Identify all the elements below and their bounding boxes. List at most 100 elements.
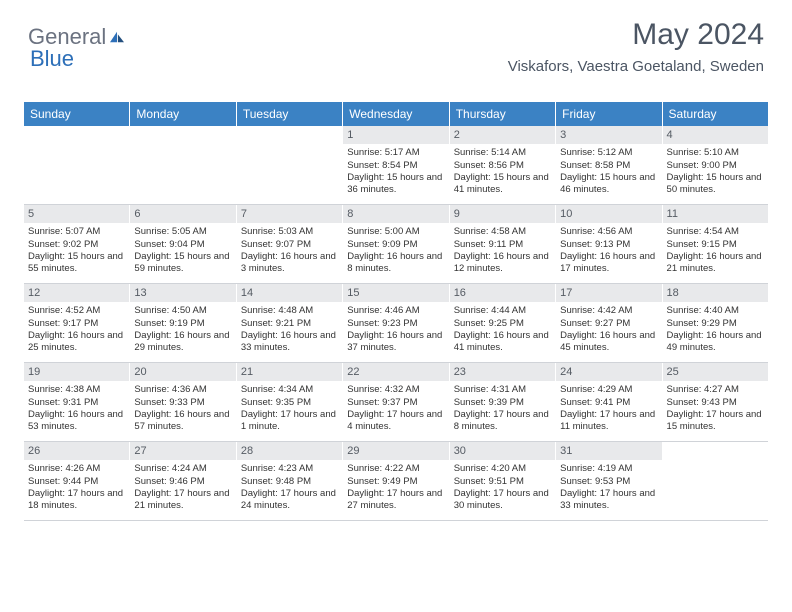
- day-cell: [130, 126, 236, 204]
- day-cell: 11Sunrise: 4:54 AMSunset: 9:15 PMDayligh…: [663, 205, 768, 283]
- daylight-text: Daylight: 16 hours and 45 minutes.: [560, 330, 657, 355]
- sunset-text: Sunset: 9:29 PM: [667, 318, 764, 330]
- daylight-text: Daylight: 15 hours and 36 minutes.: [347, 172, 444, 197]
- day-info: Sunrise: 4:27 AMSunset: 9:43 PMDaylight:…: [667, 384, 764, 433]
- week-row: 1Sunrise: 5:17 AMSunset: 8:54 PMDaylight…: [24, 126, 768, 205]
- sunset-text: Sunset: 9:33 PM: [134, 397, 231, 409]
- day-number: 3: [556, 126, 661, 144]
- day-number: 7: [237, 205, 342, 223]
- day-cell: 22 Sunrise: 4:32 AMSunset: 9:37 PMDayligh…: [343, 363, 449, 441]
- day-info: Sunrise: 4:26 AMSunset: 9:44 PMDaylight:…: [28, 463, 125, 512]
- day-cell: 16Sunrise: 4:44 AMSunset: 9:25 PMDayligh…: [450, 284, 556, 362]
- day-cell: 19 Sunrise: 4:38 AMSunset: 9:31 PMDayligh…: [24, 363, 130, 441]
- daylight-text: Daylight: 16 hours and 25 minutes.: [28, 330, 125, 355]
- day-cell: 26Sunrise: 4:26 AMSunset: 9:44 PMDayligh…: [24, 442, 130, 520]
- day-cell: 10 Sunrise: 4:56 AMSunset: 9:13 PMDayligh…: [556, 205, 662, 283]
- sunset-text: Sunset: 8:58 PM: [560, 160, 657, 172]
- sunrise-text: Sunrise: 4:19 AM: [560, 463, 657, 475]
- day-info: Sunrise: 4:54 AMSunset: 9:15 PMDaylight:…: [667, 226, 764, 275]
- sunset-text: Sunset: 9:13 PM: [560, 239, 657, 251]
- day-info: Sunrise: 5:03 AMSunset: 9:07 PMDaylight:…: [241, 226, 338, 275]
- sunrise-text: Sunrise: 4:50 AM: [134, 305, 231, 317]
- day-info: Sunrise: 4:31 AMSunset: 9:39 PMDaylight:…: [454, 384, 551, 433]
- weekday-header: Thursday: [450, 102, 556, 126]
- week-row: 26Sunrise: 4:26 AMSunset: 9:44 PMDayligh…: [24, 442, 768, 521]
- day-info: Sunrise: 5:12 AMSunset: 8:58 PMDaylight:…: [560, 147, 657, 196]
- day-cell: 7 Sunrise: 5:03 AMSunset: 9:07 PMDaylight…: [237, 205, 343, 283]
- daylight-text: Daylight: 16 hours and 29 minutes.: [134, 330, 231, 355]
- sunrise-text: Sunrise: 4:24 AM: [134, 463, 231, 475]
- sunrise-text: Sunrise: 4:46 AM: [347, 305, 444, 317]
- daylight-text: Daylight: 15 hours and 50 minutes.: [667, 172, 764, 197]
- day-info: Sunrise: 4:50 AMSunset: 9:19 PMDaylight:…: [134, 305, 231, 354]
- day-info: Sunrise: 4:46 AMSunset: 9:23 PMDaylight:…: [347, 305, 444, 354]
- daylight-text: Daylight: 17 hours and 33 minutes.: [560, 488, 657, 513]
- sunset-text: Sunset: 9:46 PM: [134, 476, 231, 488]
- week-row: 5Sunrise: 5:07 AMSunset: 9:02 PMDaylight…: [24, 205, 768, 284]
- daylight-text: Daylight: 16 hours and 57 minutes.: [134, 409, 231, 434]
- day-info: Sunrise: 4:29 AMSunset: 9:41 PMDaylight:…: [560, 384, 657, 433]
- day-cell: 27 Sunrise: 4:24 AMSunset: 9:46 PMDayligh…: [130, 442, 236, 520]
- sunrise-text: Sunrise: 4:58 AM: [454, 226, 551, 238]
- sunrise-text: Sunrise: 5:07 AM: [28, 226, 125, 238]
- sunrise-text: Sunrise: 4:23 AM: [241, 463, 338, 475]
- weekday-header: Wednesday: [343, 102, 449, 126]
- day-info: Sunrise: 4:56 AMSunset: 9:13 PMDaylight:…: [560, 226, 657, 275]
- daylight-text: Daylight: 16 hours and 53 minutes.: [28, 409, 125, 434]
- sunset-text: Sunset: 9:17 PM: [28, 318, 125, 330]
- daylight-text: Daylight: 17 hours and 18 minutes.: [28, 488, 125, 513]
- sunrise-text: Sunrise: 5:03 AM: [241, 226, 338, 238]
- sunrise-text: Sunrise: 4:42 AM: [560, 305, 657, 317]
- day-info: Sunrise: 4:24 AMSunset: 9:46 PMDaylight:…: [134, 463, 231, 512]
- day-cell: 21Sunrise: 4:34 AMSunset: 9:35 PMDayligh…: [237, 363, 343, 441]
- sunset-text: Sunset: 9:49 PM: [347, 476, 444, 488]
- day-cell: [663, 442, 768, 520]
- day-info: Sunrise: 4:38 AMSunset: 9:31 PMDaylight:…: [28, 384, 125, 433]
- day-cell: 23Sunrise: 4:31 AMSunset: 9:39 PMDayligh…: [450, 363, 556, 441]
- sunrise-text: Sunrise: 4:29 AM: [560, 384, 657, 396]
- day-info: Sunrise: 5:17 AMSunset: 8:54 PMDaylight:…: [347, 147, 444, 196]
- sunset-text: Sunset: 9:48 PM: [241, 476, 338, 488]
- sunrise-text: Sunrise: 5:17 AM: [347, 147, 444, 159]
- sunrise-text: Sunrise: 4:22 AM: [347, 463, 444, 475]
- weekday-header-row: SundayMondayTuesdayWednesdayThursdayFrid…: [24, 102, 768, 126]
- day-cell: 14Sunrise: 4:48 AMSunset: 9:21 PMDayligh…: [237, 284, 343, 362]
- day-number: 31: [556, 442, 661, 460]
- sunrise-text: Sunrise: 4:40 AM: [667, 305, 764, 317]
- sunrise-text: Sunrise: 4:36 AM: [134, 384, 231, 396]
- daylight-text: Daylight: 17 hours and 11 minutes.: [560, 409, 657, 434]
- day-cell: 18Sunrise: 4:40 AMSunset: 9:29 PMDayligh…: [663, 284, 768, 362]
- sunset-text: Sunset: 9:27 PM: [560, 318, 657, 330]
- day-number: 27: [130, 442, 235, 460]
- day-number: 28: [237, 442, 342, 460]
- day-info: Sunrise: 4:23 AMSunset: 9:48 PMDaylight:…: [241, 463, 338, 512]
- day-info: Sunrise: 4:36 AMSunset: 9:33 PMDaylight:…: [134, 384, 231, 433]
- day-number: 14: [237, 284, 342, 302]
- sunrise-text: Sunrise: 4:34 AM: [241, 384, 338, 396]
- day-number: 19: [24, 363, 129, 381]
- day-cell: 28 Sunrise: 4:23 AMSunset: 9:48 PMDayligh…: [237, 442, 343, 520]
- day-number: 18: [663, 284, 768, 302]
- weekday-header: Tuesday: [237, 102, 343, 126]
- sunrise-text: Sunrise: 4:32 AM: [347, 384, 444, 396]
- sunrise-text: Sunrise: 4:44 AM: [454, 305, 551, 317]
- weekday-header: Sunday: [24, 102, 130, 126]
- day-cell: 20Sunrise: 4:36 AMSunset: 9:33 PMDayligh…: [130, 363, 236, 441]
- day-cell: 1Sunrise: 5:17 AMSunset: 8:54 PMDaylight…: [343, 126, 449, 204]
- sunset-text: Sunset: 9:39 PM: [454, 397, 551, 409]
- day-info: Sunrise: 4:22 AMSunset: 9:49 PMDaylight:…: [347, 463, 444, 512]
- daylight-text: Daylight: 17 hours and 15 minutes.: [667, 409, 764, 434]
- day-info: Sunrise: 5:10 AMSunset: 9:00 PMDaylight:…: [667, 147, 764, 196]
- day-number: 17: [556, 284, 661, 302]
- daylight-text: Daylight: 15 hours and 59 minutes.: [134, 251, 231, 276]
- daylight-text: Daylight: 17 hours and 21 minutes.: [134, 488, 231, 513]
- sunrise-text: Sunrise: 5:05 AM: [134, 226, 231, 238]
- sunset-text: Sunset: 9:25 PM: [454, 318, 551, 330]
- daylight-text: Daylight: 16 hours and 33 minutes.: [241, 330, 338, 355]
- day-number: 22: [343, 363, 448, 381]
- daylight-text: Daylight: 17 hours and 4 minutes.: [347, 409, 444, 434]
- day-number: 10: [556, 205, 661, 223]
- day-info: Sunrise: 4:32 AMSunset: 9:37 PMDaylight:…: [347, 384, 444, 433]
- day-info: Sunrise: 4:58 AMSunset: 9:11 PMDaylight:…: [454, 226, 551, 275]
- day-number: 21: [237, 363, 342, 381]
